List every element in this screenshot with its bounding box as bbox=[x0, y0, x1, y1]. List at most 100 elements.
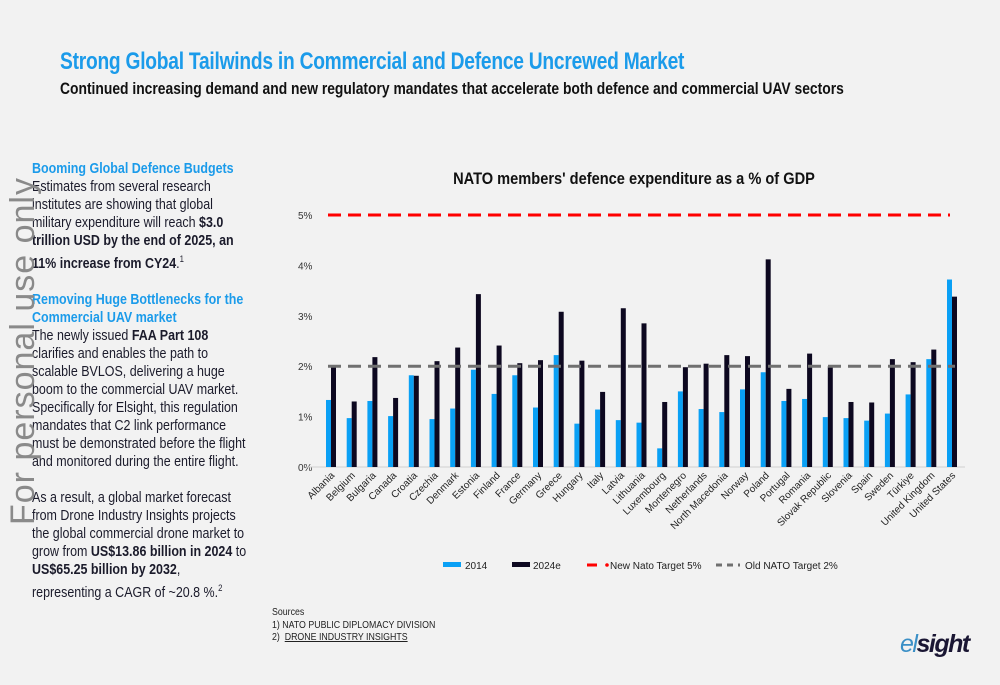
bar-2014 bbox=[636, 422, 642, 467]
bar-2024e bbox=[517, 363, 523, 467]
legend-label-2014: 2014 bbox=[465, 561, 488, 572]
legend-label-new-target: New Nato Target 5% bbox=[610, 561, 702, 572]
page-title: Strong Global Tailwinds in Commercial an… bbox=[60, 48, 685, 75]
legend-swatch-2024e bbox=[512, 562, 530, 567]
text: to bbox=[232, 543, 247, 560]
bar-2024e bbox=[889, 359, 895, 467]
bar-2024e bbox=[931, 349, 937, 467]
text: clarifies and enables the path to scalab… bbox=[32, 345, 246, 470]
bar-2014 bbox=[760, 372, 766, 467]
bar-2014 bbox=[408, 375, 414, 467]
bar-2024e bbox=[910, 362, 916, 467]
bold-text: FAA Part 108 bbox=[131, 327, 209, 344]
bar-2024e bbox=[475, 294, 481, 467]
bar-2024e bbox=[455, 347, 461, 467]
bar-2014 bbox=[926, 359, 932, 467]
text: Estimates from several research institut… bbox=[32, 179, 213, 231]
bar-2024e bbox=[786, 388, 792, 467]
bar-2014 bbox=[677, 391, 683, 467]
bar-2014 bbox=[657, 448, 663, 467]
y-tick-label: 0% bbox=[298, 463, 313, 474]
legend-swatch-new-target-dot bbox=[605, 563, 609, 567]
bar-2024e bbox=[724, 355, 730, 467]
bar-2014 bbox=[698, 409, 704, 467]
bar-2014 bbox=[574, 423, 580, 467]
footnote-ref: 1 bbox=[179, 254, 184, 264]
bar-2014 bbox=[781, 400, 787, 467]
section-text-forecast: As a result, a global market forecast fr… bbox=[32, 489, 247, 602]
page-subtitle: Continued increasing demand and new regu… bbox=[60, 80, 844, 98]
section-text-defence-budgets: Estimates from several research institut… bbox=[32, 178, 247, 273]
bar-2014 bbox=[802, 398, 808, 467]
bar-2024e bbox=[496, 345, 502, 467]
sources-label: Sources bbox=[272, 607, 305, 618]
bar-2024e bbox=[765, 259, 771, 467]
bar-chart: NATO members' defence expenditure as a %… bbox=[298, 170, 965, 572]
bar-2024e bbox=[641, 323, 647, 467]
bar-2024e bbox=[434, 361, 440, 467]
bar-2014 bbox=[864, 420, 870, 467]
bar-2024e bbox=[848, 401, 854, 467]
bar-2024e bbox=[600, 391, 606, 467]
bar-2024e bbox=[662, 401, 668, 467]
bar-2014 bbox=[884, 413, 890, 467]
bold-text: US$13.86 billion in 2024 bbox=[90, 543, 233, 560]
bar-2024e bbox=[952, 296, 957, 467]
bar-2014 bbox=[615, 420, 621, 467]
bar-2014 bbox=[388, 416, 394, 467]
bar-2014 bbox=[533, 407, 538, 467]
logo-part: el bbox=[900, 630, 918, 658]
bar-2024e bbox=[331, 366, 336, 467]
section-heading-defence-budgets: Booming Global Defence Budgets bbox=[32, 161, 234, 177]
y-tick-label: 4% bbox=[298, 261, 313, 272]
chart-title: NATO members' defence expenditure as a %… bbox=[453, 170, 815, 188]
bar-2024e bbox=[372, 357, 378, 467]
y-tick-label: 3% bbox=[298, 312, 313, 323]
y-tick-label: 2% bbox=[298, 362, 313, 373]
bar-2014 bbox=[470, 369, 476, 467]
logo-part: sight bbox=[916, 630, 970, 658]
bar-2024e bbox=[558, 311, 564, 467]
bar-2014 bbox=[843, 418, 849, 467]
bar-2014 bbox=[429, 419, 435, 467]
sources: Sources 1) NATO PUBLIC DIPLOMACY DIVISIO… bbox=[272, 607, 435, 645]
elsight-logo: elsight bbox=[900, 630, 970, 659]
bar-2024e bbox=[351, 401, 357, 467]
source-item: 1) NATO PUBLIC DIPLOMACY DIVISION bbox=[272, 619, 436, 631]
y-tick-label: 1% bbox=[298, 413, 313, 424]
bar-2014 bbox=[740, 389, 745, 467]
bar-2014 bbox=[346, 418, 352, 467]
legend-swatch-2014 bbox=[443, 562, 461, 567]
bar-2024e bbox=[827, 366, 833, 467]
text: . bbox=[176, 255, 180, 272]
section-text-bottlenecks: The newly issued FAA Part 108 clarifies … bbox=[32, 327, 247, 471]
section-heading-bottlenecks: Removing Huge Bottlenecks for the Commer… bbox=[32, 291, 244, 326]
bar-2014 bbox=[491, 393, 497, 467]
source-number: 2) bbox=[272, 632, 285, 643]
legend-label-2024e: 2024e bbox=[533, 561, 561, 572]
bar-2014 bbox=[553, 355, 559, 467]
legend-label-old-target: Old NATO Target 2% bbox=[745, 561, 838, 572]
bar-2014 bbox=[822, 417, 828, 467]
bar-2014 bbox=[947, 279, 952, 467]
y-tick-label: 5% bbox=[298, 211, 313, 222]
bar-2024e bbox=[413, 375, 419, 467]
bar-2014 bbox=[450, 408, 456, 467]
bar-2014 bbox=[367, 400, 373, 467]
bar-2024e bbox=[538, 360, 543, 467]
bar-2024e bbox=[393, 397, 399, 467]
footnote-ref: 2 bbox=[218, 582, 223, 593]
bar-2014 bbox=[512, 375, 518, 467]
left-text-column: Booming Global Defence Budgets Estimates… bbox=[32, 160, 247, 620]
bold-text: $3.0 trillion USD by the end of 2025, an… bbox=[32, 215, 234, 272]
bold-text: US$65.25 billion by 2032 bbox=[32, 561, 177, 578]
bar-2024e bbox=[807, 353, 813, 467]
bar-2014 bbox=[905, 394, 911, 467]
bar-2024e bbox=[620, 308, 626, 467]
source-link[interactable]: DRONE INDUSTRY INSIGHTS bbox=[284, 632, 408, 643]
bar-2024e bbox=[703, 363, 709, 467]
text: As a result, a global market forecast fr… bbox=[32, 489, 245, 560]
source-item: 2) DRONE INDUSTRY INSIGHTS bbox=[272, 632, 435, 645]
bar-2024e bbox=[869, 402, 875, 467]
bar-2014 bbox=[595, 409, 601, 467]
